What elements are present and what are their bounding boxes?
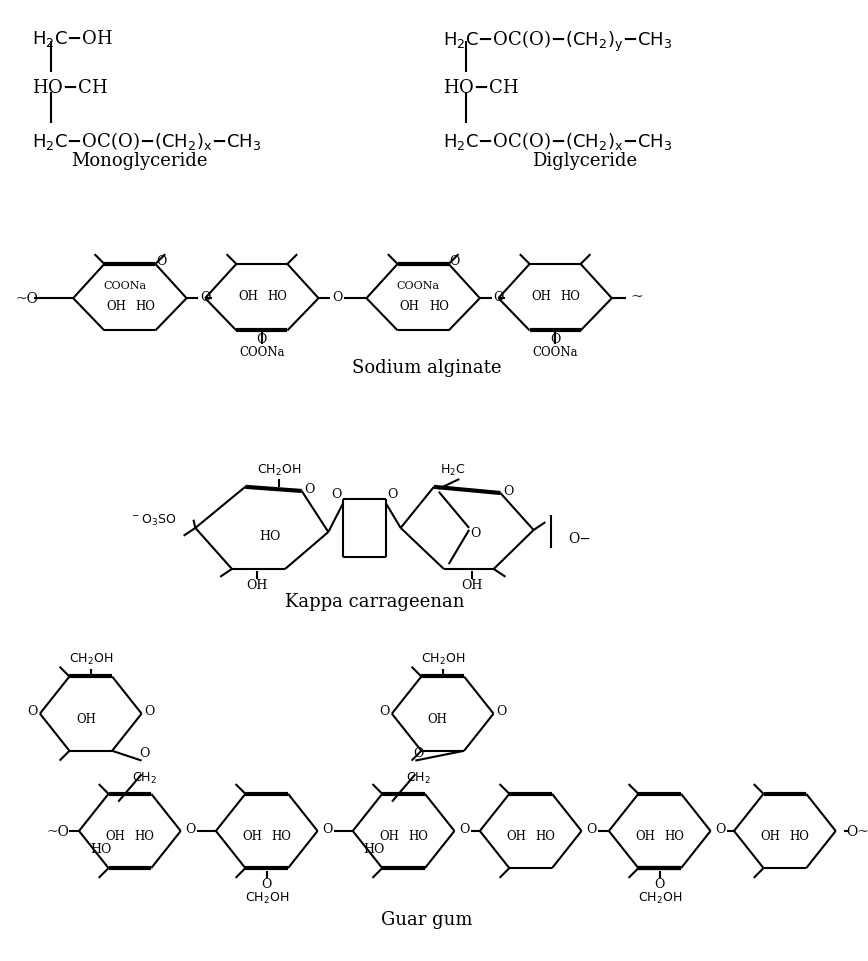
Text: OH: OH [238,289,258,303]
Text: $\mathsf{CH_2OH}$: $\mathsf{CH_2OH}$ [421,652,464,667]
Text: O−: O− [568,531,591,545]
Text: O: O [27,704,37,718]
Text: HO: HO [561,289,581,303]
Text: O~: O~ [845,825,868,838]
Text: OH: OH [531,289,551,303]
Text: OH: OH [105,829,125,843]
Text: O: O [257,333,267,345]
Text: O: O [388,487,398,501]
Text: $\mathsf{CH_2}$: $\mathsf{CH_2}$ [132,770,157,785]
Text: HO: HO [259,530,280,543]
Text: HO: HO [267,289,287,303]
Text: $\mathsf{CH_2OH}$: $\mathsf{CH_2OH}$ [245,890,289,905]
Text: O: O [156,255,167,267]
Text: COONa: COONa [397,282,440,291]
Text: HO: HO [364,842,385,855]
Text: OH: OH [461,579,483,591]
Text: $\mathsf{H_2C}$$\mathbf{-}$OH: $\mathsf{H_2C}$$\mathbf{-}$OH [32,28,114,49]
Text: OH: OH [506,829,526,843]
Text: HO$\mathbf{-}$CH: HO$\mathbf{-}$CH [443,79,519,97]
Text: OH: OH [399,300,419,313]
Text: HO: HO [135,829,155,843]
Text: Guar gum: Guar gum [381,910,473,928]
Text: OH: OH [428,712,448,726]
Text: $\mathsf{CH_2OH}$: $\mathsf{CH_2OH}$ [69,652,113,667]
Text: OH: OH [242,829,262,843]
Text: HO: HO [90,842,111,855]
Text: Sodium alginate: Sodium alginate [352,358,502,376]
Text: $^-\mathsf{O_3SO}$: $^-\mathsf{O_3SO}$ [129,512,176,528]
Text: $\mathsf{CH_2}$: $\mathsf{CH_2}$ [406,770,431,785]
Text: HO: HO [272,829,292,843]
Text: HO: HO [790,829,810,843]
Text: ~: ~ [630,290,642,304]
Text: O: O [140,747,149,759]
Text: O: O [503,484,513,497]
Text: COONa: COONa [532,346,578,359]
Text: OH: OH [76,712,95,726]
Text: O: O [654,877,665,890]
Text: $\mathsf{H_2C}$$\mathbf{-}$OC(O)$\mathbf{-}$$\mathsf{(CH_2)_x}$$\mathbf{-}$$\mat: $\mathsf{H_2C}$$\mathbf{-}$OC(O)$\mathbf… [443,130,673,152]
Text: HO: HO [408,829,428,843]
Text: ~O: ~O [46,825,69,838]
Text: $\mathsf{H_2C}$$\mathbf{-}$OC(O)$\mathbf{-}$$\mathsf{(CH_2)_y}$$\mathbf{-}$$\mat: $\mathsf{H_2C}$$\mathbf{-}$OC(O)$\mathbf… [443,28,673,54]
Text: O: O [450,255,460,267]
Text: ~O: ~O [16,292,39,306]
Text: O: O [332,290,342,304]
Text: O: O [331,487,341,501]
Text: O: O [305,482,315,495]
Text: O: O [550,333,561,345]
Text: HO: HO [429,300,449,313]
Text: O: O [496,704,507,718]
Text: $\mathsf{H_2C}$: $\mathsf{H_2C}$ [440,462,465,478]
Text: $\mathsf{H_2C}$$\mathbf{-}$OC(O)$\mathbf{-}$$\mathsf{(CH_2)_x}$$\mathbf{-}$$\mat: $\mathsf{H_2C}$$\mathbf{-}$OC(O)$\mathbf… [32,130,261,152]
Text: O: O [322,822,332,835]
Text: HO: HO [135,300,155,313]
Text: Kappa carrageenan: Kappa carrageenan [285,593,464,610]
Text: O: O [470,527,480,540]
Text: OH: OH [760,829,780,843]
Text: O: O [459,822,470,835]
Text: $\mathsf{CH_2OH}$: $\mathsf{CH_2OH}$ [638,890,682,905]
Text: OH: OH [247,579,267,591]
Text: OH: OH [106,300,126,313]
Text: COONa: COONa [239,346,285,359]
Text: COONa: COONa [103,282,147,291]
Text: O: O [144,704,155,718]
Text: OH: OH [379,829,399,843]
Text: Monoglyceride: Monoglyceride [71,152,208,170]
Text: O: O [185,822,195,835]
Text: O: O [586,822,596,835]
Text: O: O [200,290,210,304]
Text: HO: HO [536,829,556,843]
Text: HO: HO [664,829,684,843]
Text: O: O [261,877,272,890]
Text: OH: OH [635,829,655,843]
Text: O: O [413,747,424,759]
Text: O: O [378,704,389,718]
Text: $\mathsf{CH_2OH}$: $\mathsf{CH_2OH}$ [257,462,301,478]
Text: Diglyceride: Diglyceride [532,152,637,170]
Text: O: O [493,290,503,304]
Text: O: O [715,822,726,835]
Text: HO$\mathbf{-}$CH: HO$\mathbf{-}$CH [32,79,108,97]
